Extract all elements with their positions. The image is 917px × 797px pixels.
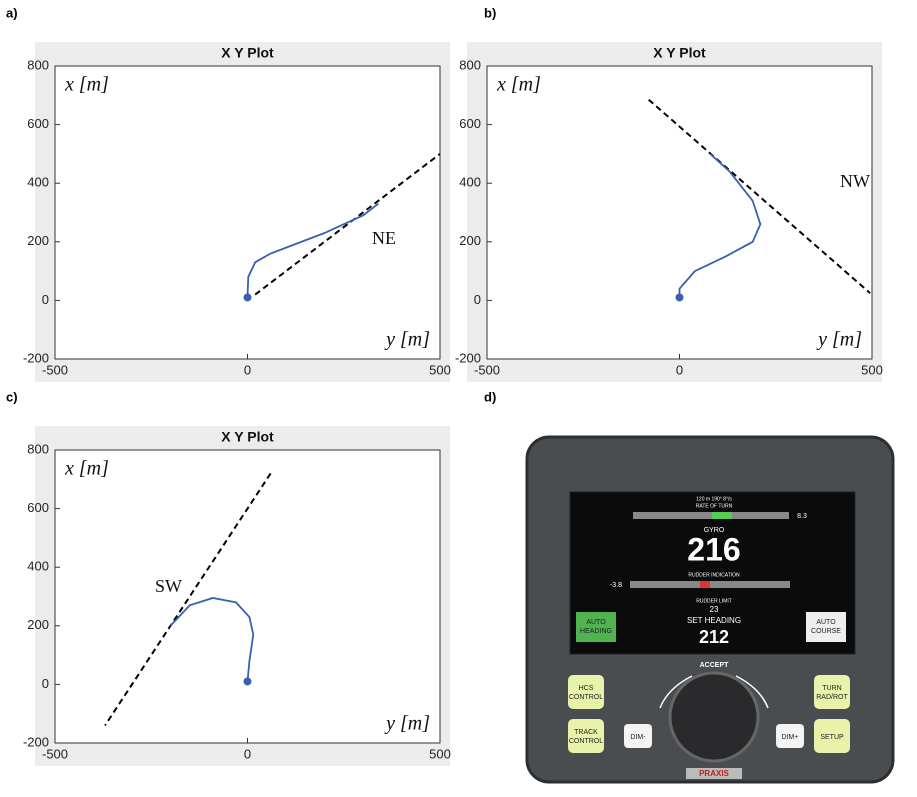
y-tick-label: 200 [27, 617, 49, 632]
rudder-bar-active [700, 581, 710, 588]
button-label[interactable]: DIM+ [782, 734, 799, 741]
panel-label: b) [484, 5, 496, 20]
button[interactable] [568, 675, 604, 709]
start-point [676, 293, 684, 301]
y-tick-label: 800 [27, 57, 49, 72]
y-tick-label: 800 [27, 441, 49, 456]
y-tick-label: 400 [459, 175, 481, 190]
start-point [244, 293, 252, 301]
screen-text: 120 m 190° 8°/s [696, 496, 732, 502]
gyro-value: 216 [687, 531, 740, 567]
annotation: NE [372, 228, 396, 248]
screen-text: 23 [710, 605, 719, 614]
screen-text: SET HEADING [687, 616, 741, 625]
figure: a) b) c) d) 120 m 190° 8°/s RATE OF TURN… [0, 0, 917, 792]
plot-area [487, 66, 872, 359]
panel-label: a) [6, 5, 18, 20]
button-label[interactable]: CONTROL [569, 694, 603, 701]
x-tick-label: 0 [244, 362, 251, 377]
y-tick-label: 800 [459, 57, 481, 72]
y-tick-label: -200 [455, 350, 481, 365]
chart-title: X Y Plot [653, 45, 706, 61]
y-tick-label: 600 [27, 116, 49, 131]
y-tick-label: 0 [42, 676, 49, 691]
autopilot-panel: 120 m 190° 8°/s RATE OF TURN 8.3 GYRO 21… [527, 437, 893, 782]
button-label[interactable]: HEADING [580, 628, 612, 635]
button-label[interactable]: CONTROL [569, 738, 603, 745]
start-point [244, 677, 252, 685]
screen-text: RUDDER LIMIT [696, 598, 732, 604]
y-tick-label: 600 [459, 116, 481, 131]
rot-bar-active [712, 512, 732, 519]
screen-text: -3.8 [610, 582, 622, 589]
x-tick-label: 500 [861, 362, 883, 377]
y-tick-label: 0 [474, 292, 481, 307]
annotation: SW [155, 576, 182, 596]
x-tick-label: 500 [429, 746, 451, 761]
panel-label: d) [484, 389, 496, 404]
panel-label: c) [6, 389, 18, 404]
y-axis-label: x [m] [64, 74, 109, 96]
plot-area [55, 450, 440, 743]
button[interactable] [814, 675, 850, 709]
chart-title: X Y Plot [221, 45, 274, 61]
x-axis-label: y [m] [384, 713, 430, 735]
x-axis-label: y [m] [384, 329, 430, 351]
annotation: NW [840, 171, 870, 191]
knob[interactable] [670, 673, 758, 761]
y-tick-label: 400 [27, 559, 49, 574]
accept-label: ACCEPT [700, 662, 730, 669]
screen-text: 8.3 [797, 513, 807, 520]
y-tick-label: 200 [27, 233, 49, 248]
plot-area [55, 66, 440, 359]
y-tick-label: 600 [27, 500, 49, 515]
button-label[interactable]: TURN [822, 685, 841, 692]
x-tick-label: 0 [244, 746, 251, 761]
y-tick-label: -200 [23, 350, 49, 365]
y-tick-label: 200 [459, 233, 481, 248]
y-tick-label: -200 [23, 734, 49, 749]
y-tick-label: 400 [27, 175, 49, 190]
button[interactable] [568, 719, 604, 753]
button-label[interactable]: COURSE [811, 628, 841, 635]
screen-text: RATE OF TURN [696, 503, 733, 509]
button-label[interactable]: TRACK [574, 729, 598, 736]
y-axis-label: x [m] [64, 458, 109, 480]
chart-title: X Y Plot [221, 429, 274, 445]
button-label[interactable]: DIM- [630, 734, 646, 741]
button-label[interactable]: SETUP [820, 734, 844, 741]
rot-bar [633, 512, 789, 519]
set-heading: 212 [699, 627, 729, 647]
x-axis-label: y [m] [816, 329, 862, 351]
button-label[interactable]: HCS [579, 685, 594, 692]
button-label[interactable]: AUTO [816, 619, 836, 626]
brand: PRAXIS [699, 769, 729, 778]
screen-text: RUDDER INDICATION [688, 572, 740, 578]
button-label[interactable]: RAD/ROT [816, 694, 848, 701]
y-tick-label: 0 [42, 292, 49, 307]
button-label[interactable]: AUTO [586, 619, 606, 626]
x-tick-label: 500 [429, 362, 451, 377]
y-axis-label: x [m] [496, 74, 541, 96]
x-tick-label: 0 [676, 362, 683, 377]
